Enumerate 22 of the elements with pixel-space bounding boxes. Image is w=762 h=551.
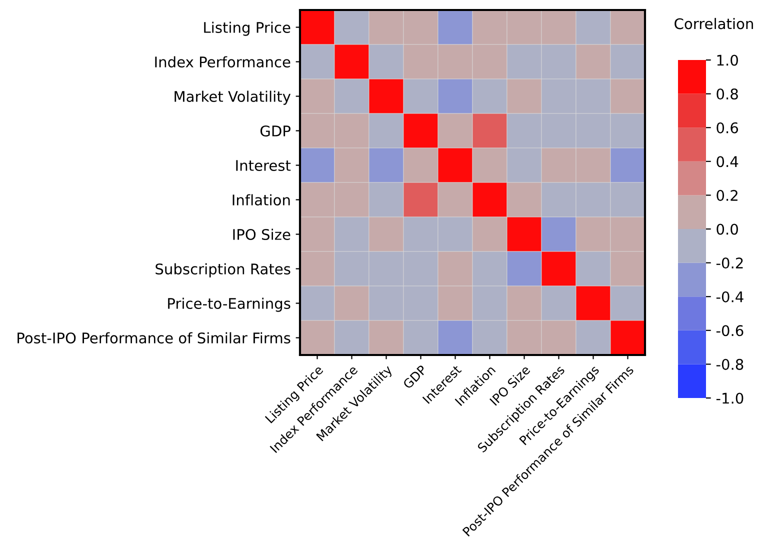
- y-tick-label: Interest: [236, 160, 291, 171]
- color-bar-label: -0.2: [716, 258, 743, 269]
- color-bar-label: -1.0: [716, 392, 744, 404]
- y-tick-label: Market Volatility: [174, 90, 291, 105]
- color-bar-label: 0.6: [716, 122, 738, 134]
- y-tick-label: Price-to-Earnings: [168, 298, 290, 312]
- color-bar-label: 0.8: [716, 88, 738, 100]
- y-tick-label: GDP: [260, 125, 290, 136]
- color-bar-label: 0.4: [716, 156, 738, 168]
- color-bar-label: 0.0: [716, 224, 738, 235]
- y-tick-label: IPO Size: [233, 228, 290, 240]
- color-bar-label: 0.2: [716, 190, 738, 201]
- y-tick-label: Index Performance: [155, 56, 290, 68]
- color-bar-label: -0.6: [716, 325, 744, 336]
- y-tick-label: Post-IPO Performance of Similar Firms: [18, 332, 290, 344]
- color-bar-label: 1.0: [717, 54, 738, 66]
- color-bar-label: -0.8: [716, 358, 744, 370]
- color-bar-title: Correlation: [674, 18, 753, 30]
- y-tick-label: Listing Price: [204, 22, 290, 36]
- y-tick-label: Subscription Rates: [156, 263, 290, 278]
- color-bar-label: -0.4: [716, 291, 744, 302]
- y-tick-label: Inflation: [232, 194, 290, 206]
